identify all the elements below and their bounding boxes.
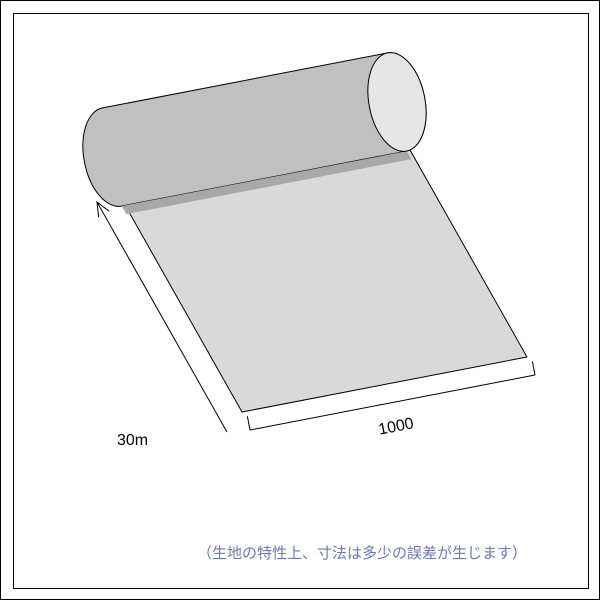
inner-frame: 30m 1000 （生地の特性上、寸法は多少の誤差が生じます）: [13, 13, 589, 589]
outer-frame: 30m 1000 （生地の特性上、寸法は多少の誤差が生じます）: [0, 0, 600, 600]
length-dimension-label: 30m: [117, 432, 148, 450]
dimension-note: （生地の特性上、寸法は多少の誤差が生じます）: [197, 542, 527, 563]
diagram-stage: [14, 14, 590, 590]
